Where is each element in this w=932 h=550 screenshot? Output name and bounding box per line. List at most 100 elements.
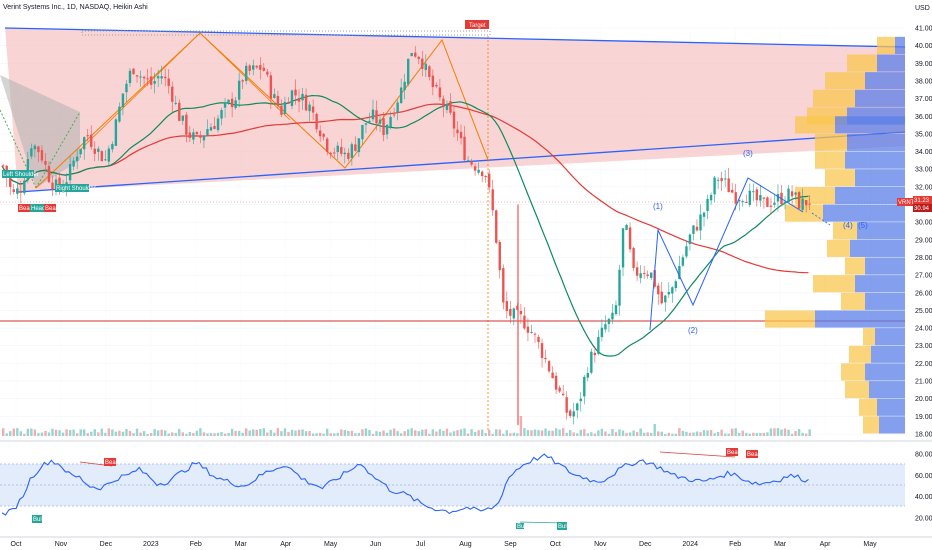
- volume-bar: [72, 429, 75, 436]
- candle-body: [695, 226, 699, 231]
- candle-body: [808, 203, 811, 205]
- price-tick-label: 38.00: [915, 78, 932, 85]
- candle-body: [738, 199, 741, 202]
- volume-bar: [9, 431, 12, 436]
- rsi-bear-label-3: Bear: [747, 452, 760, 458]
- candle-body: [97, 148, 100, 152]
- volume-bar: [111, 429, 114, 436]
- wave-3-label: (3): [743, 149, 753, 158]
- volume-bar: [773, 428, 776, 436]
- volume-bar: [530, 430, 533, 436]
- candle-body: [280, 105, 283, 115]
- volume-bar: [438, 429, 442, 436]
- candle-body: [33, 145, 37, 150]
- candle-body: [635, 267, 639, 276]
- candle-body: [16, 188, 19, 194]
- volume-profile-down: [823, 204, 905, 222]
- candle-body: [421, 58, 424, 69]
- volume-bar: [220, 432, 223, 436]
- candle-body: [671, 287, 674, 294]
- time-tick-label: Nov: [55, 541, 68, 548]
- volume-bar: [614, 432, 618, 436]
- candle-body: [618, 269, 621, 306]
- candle-body: [146, 78, 149, 80]
- symbol-title: Verint Systems Inc., 1D, NASDAQ, Heikin …: [3, 4, 148, 11]
- price-tick-label: 24.00: [915, 326, 932, 333]
- volume-bar: [794, 431, 797, 436]
- candle-body: [156, 76, 160, 79]
- candle-body: [642, 273, 646, 275]
- wave-2-label: (2): [688, 326, 698, 335]
- candle-body: [519, 310, 523, 315]
- volume-bar: [720, 429, 723, 436]
- rsi-tick-label: 60.00: [915, 473, 932, 480]
- volume-bar: [259, 429, 262, 436]
- price-axis[interactable]: 41.00 40.00 39.00 38.00 37.00 36.00 35.00 34.00…: [915, 26, 932, 439]
- volume-bar: [414, 430, 417, 436]
- candle-body: [2, 165, 5, 167]
- time-axis[interactable]: Oct Nov Dec 2023 Feb Mar Apr May Jun Jul Aug Sep Oct…: [11, 541, 878, 548]
- candle-body: [269, 75, 273, 99]
- candle-body: [93, 148, 96, 154]
- candle-body: [111, 143, 114, 150]
- volume-bar: [142, 431, 146, 436]
- bear-label: Bear: [19, 206, 32, 212]
- volume-bar: [54, 429, 58, 436]
- candle-body: [741, 201, 744, 203]
- rsi-axis[interactable]: 80.00 60.00 40.00 20.00: [915, 452, 932, 523]
- volume-bar: [741, 430, 744, 436]
- candle-body: [375, 110, 378, 124]
- volume-bar: [801, 432, 804, 436]
- volume-bar: [392, 428, 396, 436]
- volume-bar: [650, 433, 653, 436]
- volume-profile-down: [879, 416, 905, 434]
- volume-bar: [290, 429, 294, 436]
- volume-bar: [255, 429, 258, 436]
- volume-bar: [505, 430, 509, 436]
- candle-body: [424, 63, 428, 70]
- candle-body: [100, 151, 104, 162]
- volume-bar: [44, 430, 47, 436]
- price-tick-label: 41.00: [915, 26, 932, 33]
- volume-bar: [561, 428, 565, 436]
- volume-bar: [188, 431, 192, 436]
- currency-label: USD: [915, 5, 930, 12]
- candle-body: [290, 90, 294, 107]
- candle-body: [583, 376, 586, 397]
- volume-bar: [554, 428, 558, 436]
- volume-bar: [139, 432, 142, 436]
- volume-bar: [431, 429, 435, 436]
- candle-body: [660, 291, 663, 304]
- candle-body: [442, 98, 445, 108]
- candle-body: [192, 132, 195, 140]
- candle-body: [188, 132, 192, 138]
- candle-body: [371, 109, 375, 120]
- candle-body: [304, 94, 308, 111]
- candle-body: [569, 410, 572, 417]
- price-tag-1: [913, 196, 932, 204]
- volume-bar: [804, 433, 808, 436]
- volume-bar: [90, 431, 93, 436]
- volume-bar: [519, 416, 523, 436]
- volume-bar: [167, 433, 170, 436]
- candle-body: [135, 75, 139, 77]
- volume-bar: [375, 431, 378, 436]
- volume-bar: [301, 429, 304, 436]
- candle-body: [58, 177, 61, 191]
- volume-bar: [128, 430, 132, 436]
- candle-body: [336, 145, 339, 153]
- candle-body: [628, 227, 632, 250]
- volume-bar: [569, 430, 572, 436]
- volume-bar: [547, 430, 551, 436]
- candle-body: [333, 152, 336, 154]
- candle-body: [114, 119, 118, 146]
- volume-bar: [79, 429, 82, 436]
- volume-bar: [762, 432, 766, 436]
- time-tick-label: 2023: [143, 541, 159, 548]
- volume-bar: [674, 433, 678, 436]
- volume-profile-up: [825, 72, 865, 90]
- price-tick-label: 35.00: [915, 131, 932, 138]
- volume-bar: [533, 429, 537, 436]
- candle-body: [83, 137, 86, 150]
